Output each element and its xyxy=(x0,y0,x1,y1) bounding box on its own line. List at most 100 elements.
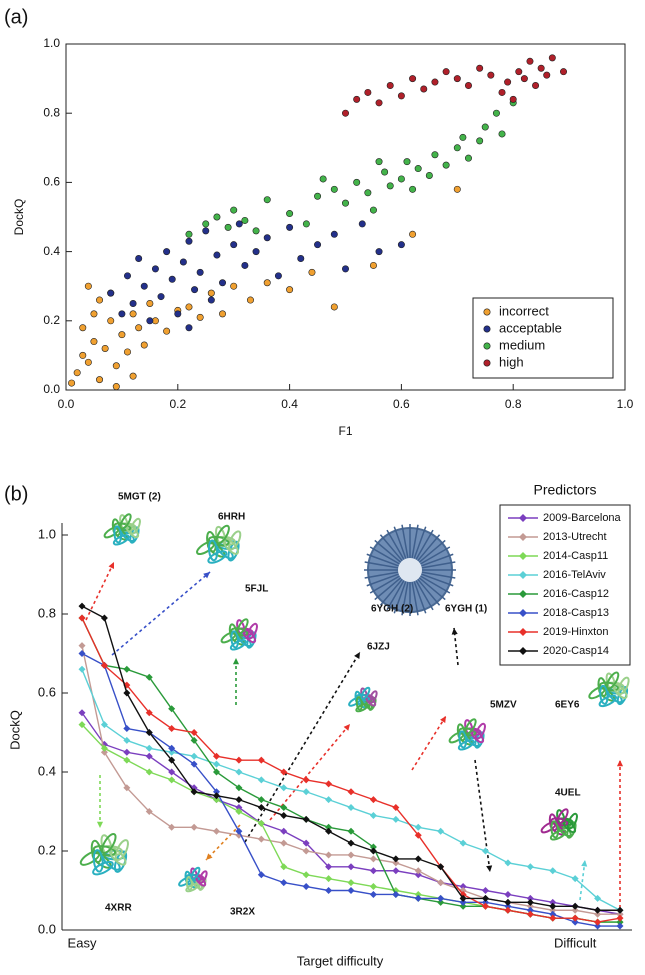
series-marker xyxy=(100,721,108,729)
capsid-spike xyxy=(418,539,446,563)
protein-image xyxy=(196,524,242,564)
point xyxy=(146,299,154,307)
capsid-spike xyxy=(366,553,399,567)
capsid-spike xyxy=(415,580,434,611)
capsid-spike xyxy=(421,553,454,567)
point xyxy=(230,282,238,290)
point xyxy=(157,293,165,301)
protein-strand xyxy=(617,676,630,696)
series-marker xyxy=(302,839,310,847)
series-marker xyxy=(459,839,467,847)
structure-label: 6EY6 xyxy=(555,700,580,711)
legend-title: Predictors xyxy=(533,482,596,498)
point xyxy=(560,68,568,76)
point xyxy=(146,317,154,325)
arrow-head xyxy=(343,724,350,731)
series-marker xyxy=(347,879,355,887)
point xyxy=(213,251,221,259)
point xyxy=(263,196,271,204)
point xyxy=(112,383,120,391)
point xyxy=(526,57,534,65)
series-marker xyxy=(347,827,355,835)
legend-marker xyxy=(483,359,491,367)
protein-strand xyxy=(90,839,103,864)
panel-label: (b) xyxy=(4,483,28,505)
legend-marker xyxy=(519,590,527,598)
series-marker xyxy=(280,863,288,871)
point xyxy=(235,220,243,228)
series-marker xyxy=(280,827,288,835)
series-marker xyxy=(616,918,624,926)
series-marker xyxy=(414,894,422,902)
point xyxy=(135,324,143,332)
series-marker xyxy=(437,894,445,902)
protein-strand xyxy=(185,873,201,882)
protein-strand xyxy=(111,518,121,537)
legend-label: 2014-Casp11 xyxy=(543,550,608,562)
series-marker xyxy=(392,815,400,823)
series-marker xyxy=(526,902,534,910)
series-marker xyxy=(594,918,602,926)
series-marker xyxy=(325,796,333,804)
point xyxy=(118,331,126,339)
arrow-head xyxy=(616,760,624,767)
series-marker xyxy=(437,898,445,906)
series-marker xyxy=(235,784,243,792)
series-marker xyxy=(504,898,512,906)
point xyxy=(84,282,92,290)
legend-marker xyxy=(519,628,527,636)
y-tick-label: 0.6 xyxy=(43,175,60,189)
point xyxy=(409,185,417,193)
point xyxy=(202,220,210,228)
x-tick-label: 1.0 xyxy=(617,397,634,411)
y-axis-label: DockQ xyxy=(12,199,26,236)
point xyxy=(498,88,506,96)
legend-label: 2019-Hinxton xyxy=(543,626,608,638)
series-marker xyxy=(526,898,534,906)
series-marker xyxy=(369,867,377,875)
y-tick-label: 1.0 xyxy=(43,36,60,50)
point xyxy=(369,206,377,214)
y-tick-label: 0.0 xyxy=(43,382,60,396)
series-marker xyxy=(257,835,265,843)
protein-strand xyxy=(101,832,117,855)
structure-label: 3R2X xyxy=(230,907,255,918)
protein-strand xyxy=(92,860,114,876)
protein-strand xyxy=(228,530,242,551)
point xyxy=(369,261,377,269)
series-marker xyxy=(504,906,512,914)
point xyxy=(358,220,366,228)
capsid-spike xyxy=(411,524,419,559)
point xyxy=(330,185,338,193)
protein-strand xyxy=(230,627,249,637)
point xyxy=(414,165,422,173)
series-marker xyxy=(123,748,131,756)
point xyxy=(101,344,109,352)
capsid-spike xyxy=(379,534,403,562)
series-marker xyxy=(145,709,153,717)
series-marker xyxy=(280,804,288,812)
capsid-spike xyxy=(379,578,403,606)
series-marker xyxy=(213,752,220,760)
series-marker xyxy=(145,752,153,760)
point xyxy=(548,54,556,62)
legend-label: high xyxy=(499,354,524,369)
series-marker xyxy=(168,756,176,764)
series-marker xyxy=(392,890,400,898)
protein-strand xyxy=(599,684,609,705)
capsid-spike xyxy=(421,571,456,579)
series-marker xyxy=(482,902,489,910)
point xyxy=(191,286,199,294)
legend-label: 2020-Casp14 xyxy=(543,645,609,657)
protein-strand xyxy=(474,722,486,740)
protein-strand xyxy=(549,829,567,841)
series-marker xyxy=(235,804,243,812)
arrow-head xyxy=(96,821,104,828)
legend-label: medium xyxy=(499,337,545,352)
point xyxy=(163,248,171,256)
capsid-spike xyxy=(401,524,409,559)
point xyxy=(219,310,227,318)
capsid-core xyxy=(398,558,422,582)
series-marker xyxy=(213,792,220,800)
series-marker xyxy=(235,808,243,815)
